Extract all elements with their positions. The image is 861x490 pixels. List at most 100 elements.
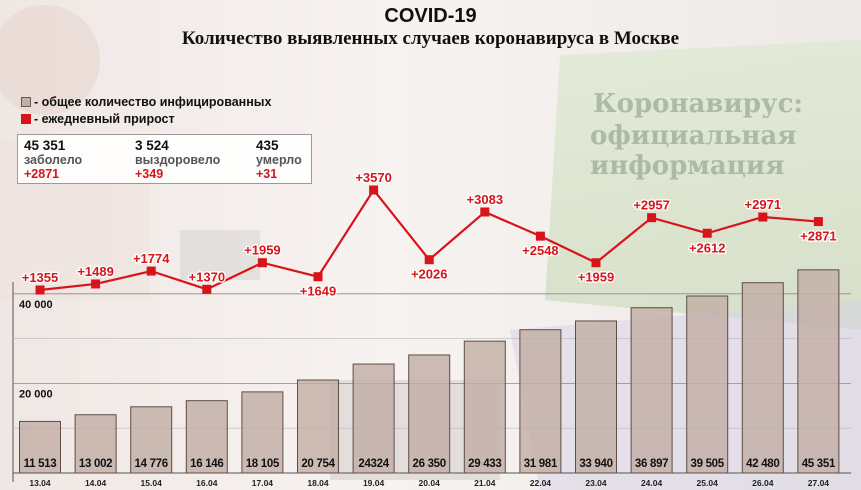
x-tick-label: 18.04 (307, 478, 329, 488)
legend-swatch-line (21, 114, 31, 124)
line-point (535, 231, 545, 241)
bar (519, 329, 562, 474)
bar-value-label: 24324 (358, 458, 389, 470)
bar (130, 406, 173, 474)
line-point (480, 207, 490, 217)
background-screen-text-1: Коронавирус: (593, 89, 803, 119)
legend-entry-daily: - ежедневный прирост (21, 112, 175, 126)
line-value-label: +2026 (411, 267, 448, 282)
bar (797, 269, 840, 474)
bar-value-label: 31 981 (524, 458, 558, 470)
bar-value-label: 45 351 (802, 458, 836, 470)
line-point (35, 285, 45, 295)
line-point (257, 258, 267, 268)
monitor-screen (545, 40, 861, 330)
x-tick-label: 13.04 (29, 478, 51, 488)
x-tick-label: 20.04 (419, 478, 441, 488)
x-tick-label: 23.04 (585, 478, 607, 488)
bar (297, 379, 339, 474)
x-tick-label: 21.04 (474, 478, 496, 488)
line-value-label: +2612 (689, 240, 726, 255)
x-tick-label: 24.04 (641, 478, 663, 488)
line-value-label: +3083 (467, 192, 504, 207)
bar (74, 414, 117, 474)
bar-value-label: 42 480 (746, 458, 779, 470)
bar (408, 354, 451, 474)
bar-value-label: 16 146 (190, 458, 223, 470)
line-value-label: +1649 (300, 284, 337, 299)
stat-recovered: 3 524 выздоровело +349 (135, 138, 220, 182)
stat-infected-delta: +2871 (24, 167, 60, 181)
line-value-label: +3570 (355, 170, 392, 185)
y-tick-label: 20 000 (19, 388, 53, 400)
x-tick-label: 26.04 (752, 478, 774, 488)
bar-value-label: 29 433 (468, 458, 501, 470)
line-value-label: +1370 (189, 269, 226, 284)
stat-recovered-label: выздоровело (135, 153, 221, 167)
bar-value-label: 13 002 (79, 458, 112, 470)
bar (686, 295, 729, 474)
summary-stats-box: 45 351 заболело +2871 3 524 выздоровело … (17, 134, 312, 184)
bar (352, 363, 395, 474)
line-point (591, 258, 601, 268)
x-tick-label: 27.04 (808, 478, 830, 488)
bar-value-label: 33 940 (579, 458, 612, 470)
line-value-label: +2957 (633, 198, 670, 213)
line-value-label: +1489 (77, 264, 114, 279)
stat-infected-value: 45 351 (24, 138, 66, 153)
stat-deaths-label: умерло (256, 153, 302, 167)
bar-value-label: 18 105 (246, 458, 280, 470)
x-tick-label: 14.04 (85, 478, 107, 488)
stat-recovered-value: 3 524 (135, 138, 169, 153)
bar-value-label: 39 505 (691, 458, 725, 470)
line-point (313, 272, 323, 282)
bar (19, 420, 61, 474)
background-screen-text-3: информация (590, 151, 784, 181)
line-value-label: +1959 (578, 270, 615, 285)
line-value-label: +2971 (745, 197, 782, 212)
line-value-label: +2548 (522, 243, 559, 258)
bar (741, 282, 784, 474)
x-tick-label: 19.04 (363, 478, 385, 488)
line-point (202, 284, 212, 294)
bar-value-label: 11 513 (24, 458, 57, 470)
x-tick-label: 17.04 (252, 478, 274, 488)
bar-value-label: 14 776 (135, 458, 168, 470)
line-point (702, 228, 712, 238)
x-tick-label: 22.04 (530, 478, 552, 488)
stat-deaths: 435 умерло +31 (256, 138, 302, 182)
bar (241, 391, 284, 474)
chart-subtitle: Количество выявленных случаев коронавиру… (181, 28, 680, 49)
bar (630, 307, 673, 474)
bar-value-label: 26 350 (413, 458, 446, 470)
line-point (813, 217, 823, 227)
line-point (146, 266, 156, 276)
bar-value-label: 36 897 (635, 458, 668, 470)
stat-infected-label: заболело (24, 153, 83, 167)
line-value-label: +1959 (244, 243, 281, 258)
line-value-label: +1774 (133, 251, 170, 266)
stat-deaths-value: 435 (256, 138, 279, 153)
line-point (91, 279, 101, 289)
stat-infected: 45 351 заболело +2871 (24, 138, 82, 182)
x-tick-label: 16.04 (196, 478, 218, 488)
line-value-label: +1355 (22, 270, 59, 285)
bar-value-label: 20 754 (301, 458, 335, 470)
line-point (369, 185, 379, 195)
legend-label-total: - общее количество инфицированных (34, 95, 272, 109)
legend-entry-total: - общее количество инфицированных (21, 95, 271, 109)
x-tick-label: 25.04 (697, 478, 719, 488)
stat-deaths-delta: +31 (256, 167, 278, 181)
stat-recovered-delta: +349 (135, 167, 164, 181)
line-value-label: +2871 (800, 229, 837, 244)
line-point (424, 255, 434, 265)
chart-title: COVID-19 (384, 5, 477, 27)
x-tick-label: 15.04 (141, 478, 163, 488)
bar (185, 400, 228, 474)
bar (463, 340, 506, 474)
background-screen-text-2: официальная (590, 121, 796, 151)
bar (575, 320, 617, 474)
line-point (758, 212, 768, 222)
y-tick-label: 40 000 (19, 299, 53, 311)
